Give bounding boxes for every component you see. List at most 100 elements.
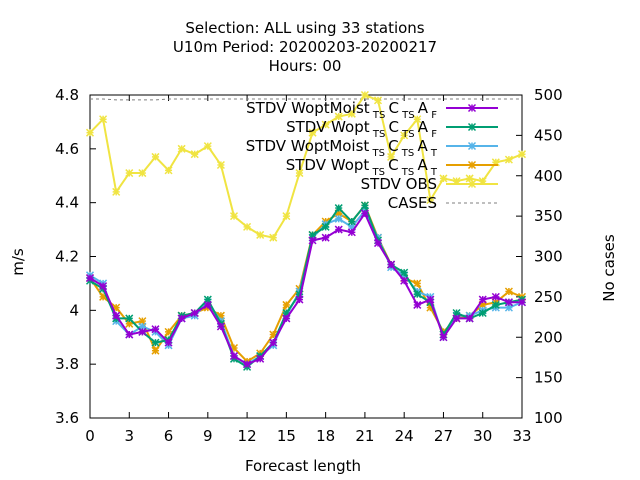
data-point — [413, 300, 422, 309]
x-tick-label: 18 — [316, 427, 335, 445]
data-point — [229, 212, 239, 221]
y2-tick-label: 100 — [534, 409, 563, 427]
data-point — [360, 90, 369, 100]
data-point — [413, 115, 422, 124]
x-axis-label: Forecast length — [245, 457, 361, 475]
data-point — [256, 354, 265, 363]
data-point — [190, 308, 199, 318]
data-point — [282, 212, 291, 221]
x-tick-label: 6 — [164, 427, 174, 445]
data-point — [256, 230, 265, 239]
legend-entry: STDV Wopt TS C TS A F — [286, 118, 498, 140]
data-point — [85, 274, 95, 283]
legend-entry: STDV WoptMoist TS C TS A F — [246, 99, 498, 121]
data-point — [151, 346, 160, 355]
series-line — [90, 98, 522, 101]
data-point — [151, 152, 160, 161]
data-point — [334, 214, 343, 223]
data-point — [478, 308, 487, 318]
legend-label: STDV WoptMoist TS C TS A T — [246, 137, 438, 159]
series-2 — [85, 201, 527, 371]
data-point — [347, 228, 356, 237]
y-tick-label: 4.8 — [55, 86, 79, 104]
x-tick-label: 3 — [124, 427, 134, 445]
y2-tick-label: 500 — [534, 86, 563, 104]
data-point — [295, 295, 304, 304]
title-line-3: Hours: 00 — [269, 57, 342, 75]
data-point — [164, 166, 173, 175]
data-point — [413, 290, 422, 299]
y-tick-label: 4 — [69, 301, 79, 319]
y2-tick-label: 150 — [534, 369, 563, 387]
x-tick-label: 12 — [238, 427, 257, 445]
data-point — [334, 204, 343, 213]
legend-label: STDV Wopt TS C TS A F — [286, 118, 437, 140]
x-tick-label: 27 — [434, 427, 453, 445]
data-point — [216, 160, 225, 170]
x-tick-label: 30 — [473, 427, 492, 445]
legend-marker — [467, 122, 477, 132]
data-point — [151, 338, 160, 347]
data-point — [504, 287, 513, 296]
legend-marker — [467, 103, 477, 113]
data-point — [282, 300, 291, 309]
data-point — [347, 109, 356, 118]
series-line — [89, 203, 523, 369]
data-point — [517, 298, 527, 307]
data-point — [400, 131, 409, 140]
y-tick-label: 4.4 — [55, 194, 79, 212]
title-line-1: Selection: ALL using 33 stations — [185, 19, 424, 37]
y2-tick-label: 400 — [534, 167, 563, 185]
legend-marker — [467, 141, 477, 151]
data-point — [321, 233, 330, 242]
data-point — [308, 236, 317, 245]
legend-label: CASES — [388, 194, 437, 212]
y2-tick-label: 250 — [534, 288, 563, 306]
legend-marker — [467, 179, 477, 189]
y-tick-label: 4.6 — [55, 140, 79, 158]
legend-marker — [467, 160, 477, 170]
data-point — [269, 233, 278, 242]
data-point — [387, 152, 396, 161]
series-6 — [90, 98, 522, 101]
x-tick-label: 9 — [203, 427, 213, 445]
data-point — [125, 314, 134, 323]
data-point — [99, 115, 108, 124]
data-point — [164, 338, 173, 347]
title-line-2: U10m Period: 20200203-20200217 — [173, 38, 437, 56]
data-point — [517, 150, 527, 159]
data-point — [426, 195, 435, 205]
data-point — [99, 282, 108, 291]
data-point — [491, 292, 500, 301]
legend-label: STDV Wopt TS C TS A T — [286, 156, 438, 178]
data-point — [400, 276, 409, 285]
data-point — [452, 314, 461, 323]
data-point — [360, 201, 369, 210]
legend-label: STDV OBS — [361, 175, 437, 193]
data-point — [491, 300, 500, 309]
x-tick-label: 0 — [85, 427, 95, 445]
data-point — [177, 314, 186, 323]
data-point — [308, 128, 317, 137]
data-point — [295, 169, 304, 178]
data-point — [387, 260, 396, 269]
data-point — [125, 330, 134, 339]
y2-tick-label: 200 — [534, 328, 563, 346]
data-point — [112, 311, 121, 320]
x-tick-label: 21 — [355, 427, 374, 445]
series-5 — [85, 90, 527, 242]
data-point — [125, 169, 134, 178]
legend-entry: STDV OBS — [361, 175, 498, 193]
y2-tick-label: 350 — [534, 207, 563, 225]
series-1 — [85, 209, 527, 369]
y-tick-label: 3.8 — [55, 355, 79, 373]
data-point — [504, 155, 513, 164]
axis-ticks: 0 3 6 9 12 15 18 21 24 27 30 33 3.6 3.8 4 4.2 4.4 4.6 4.8 1… — [55, 86, 563, 445]
y-axis-label: m/s — [9, 248, 27, 276]
x-tick-label: 24 — [395, 427, 414, 445]
y2-tick-label: 450 — [534, 126, 563, 144]
chart-title: Selection: ALL using 33 stations U10m Pe… — [173, 19, 437, 75]
data-point — [400, 268, 409, 277]
data-point — [112, 187, 121, 196]
